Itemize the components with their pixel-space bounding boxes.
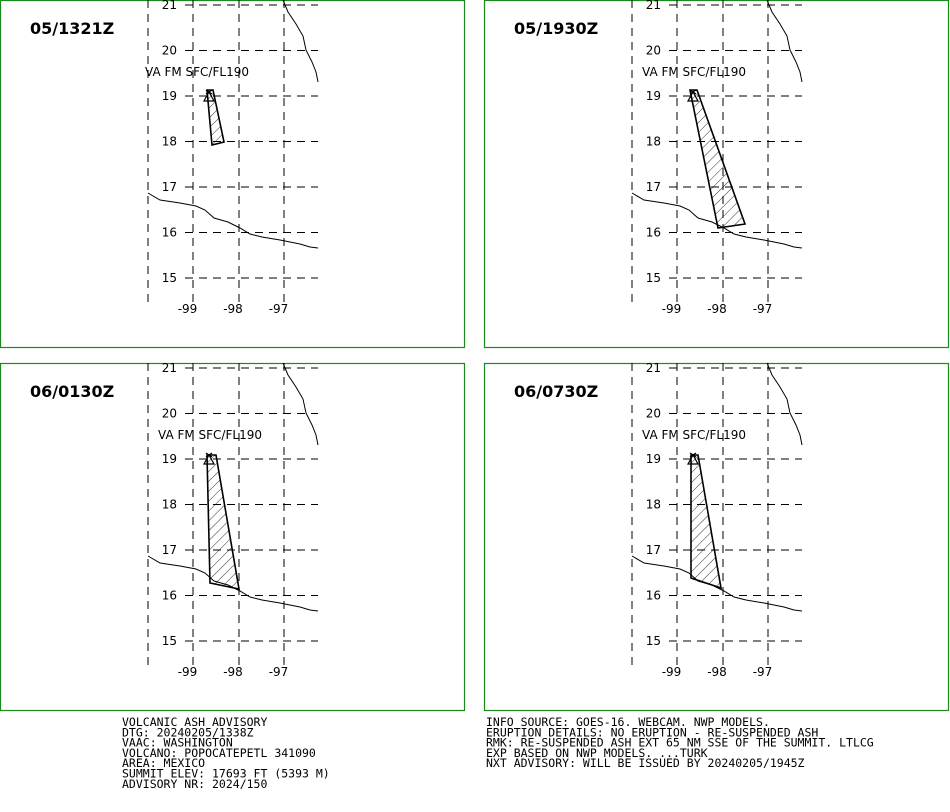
longitude-label: -97 xyxy=(269,665,289,679)
valid-time: 05/1321Z xyxy=(30,19,114,38)
flight-level: VA FM SFC/FL190 xyxy=(642,65,746,79)
volcano-symbol xyxy=(686,89,700,102)
advisory-line: INFO SOURCE: GOES-16. WEBCAM. NWP MODELS… xyxy=(486,715,770,729)
latitude-label: 21 xyxy=(162,0,177,12)
valid-time: 05/1930Z xyxy=(514,19,598,38)
latitude-label: 17 xyxy=(646,180,661,194)
latitude-label: 17 xyxy=(162,543,177,557)
flight-level: VA FM SFC/FL190 xyxy=(158,428,262,442)
longitude-label: -98 xyxy=(223,302,243,316)
latitude-label: 19 xyxy=(646,89,661,103)
longitude-label: -98 xyxy=(707,665,727,679)
latitude-label: 20 xyxy=(646,407,661,421)
latitude-label: 19 xyxy=(162,89,177,103)
panel-frame xyxy=(483,362,950,712)
latitude-label: 19 xyxy=(162,452,177,466)
latitude-label: 16 xyxy=(162,226,177,240)
volcano-symbol xyxy=(686,452,700,465)
latitude-label: 16 xyxy=(646,226,661,240)
longitude-label: -99 xyxy=(178,665,198,679)
longitude-label: -99 xyxy=(178,302,198,316)
latitude-label: 17 xyxy=(162,180,177,194)
advisory-line: ADVISORY NR: 2024/150 xyxy=(122,777,267,791)
advisory-line: AREA: MEXICO xyxy=(122,756,205,770)
longitude-label: -97 xyxy=(269,302,289,316)
ash-cloud xyxy=(206,89,225,147)
latitude-label: 18 xyxy=(646,498,661,512)
latitude-label: 20 xyxy=(646,44,661,58)
latitude-label: 21 xyxy=(646,0,661,12)
advisory-line: NXT ADVISORY: WILL BE ISSUED BY 20240205… xyxy=(486,756,805,770)
flight-level: VA FM SFC/FL190 xyxy=(642,428,746,442)
coastline xyxy=(147,192,319,249)
volcano-symbol xyxy=(202,452,216,465)
ash-cloud xyxy=(206,454,240,591)
latitude-label: 18 xyxy=(646,135,661,149)
latitude-label: 21 xyxy=(646,361,661,375)
advisory-line: ERUPTION DETAILS: NO ERUPTION - RE-SUSPE… xyxy=(486,725,818,739)
advisory-line: VOLCANO: POPOCATEPETL 341090 xyxy=(122,746,316,760)
ash-cloud xyxy=(690,454,723,590)
latitude-label: 18 xyxy=(162,498,177,512)
valid-time: 06/0730Z xyxy=(514,382,598,401)
coastline xyxy=(766,362,803,446)
longitude-label: -99 xyxy=(662,302,682,316)
latitude-label: 16 xyxy=(162,589,177,603)
latitude-label: 17 xyxy=(646,543,661,557)
latitude-label: 20 xyxy=(162,407,177,421)
panel-frame xyxy=(0,0,466,349)
coastline xyxy=(631,555,803,612)
latitude-label: 15 xyxy=(162,634,177,648)
panel-frame xyxy=(0,362,466,712)
longitude-label: -98 xyxy=(223,665,243,679)
latitude-label: 15 xyxy=(162,271,177,285)
latitude-label: 18 xyxy=(162,135,177,149)
latitude-label: 21 xyxy=(162,361,177,375)
longitude-label: -97 xyxy=(753,665,773,679)
latitude-label: 19 xyxy=(646,452,661,466)
longitude-label: -97 xyxy=(753,302,773,316)
map-panel: 21 20 19 18 17 16 15 -99 -98 -97 06/0730Z VA FM SFC… xyxy=(483,361,950,712)
volcano-symbol xyxy=(202,89,216,102)
map-panel: 21 20 19 18 17 16 15 -99 -98 -97 05/1321Z VA FM SFC… xyxy=(0,0,466,349)
advisory-line: SUMMIT ELEV: 17693 FT (5393 M) xyxy=(122,767,330,781)
latitude-label: 15 xyxy=(646,271,661,285)
map-panel: 21 20 19 18 17 16 15 -99 -98 -97 06/0130Z VA FM SFC… xyxy=(0,361,466,712)
latitude-label: 15 xyxy=(646,634,661,648)
advisory-line: VAAC: WASHINGTON xyxy=(122,736,233,750)
advisory-line: EXP BASED ON NWP MODELS. ...TURK xyxy=(486,746,708,760)
flight-level: VA FM SFC/FL190 xyxy=(145,65,249,79)
coastline xyxy=(282,0,319,83)
coastline xyxy=(766,0,803,83)
map-panel: 21 20 19 18 17 16 15 -99 -98 -97 05/1930Z VA FM SFC… xyxy=(483,0,950,349)
latitude-label: 16 xyxy=(646,589,661,603)
valid-time: 06/0130Z xyxy=(30,382,114,401)
advisory-line: RMK: RE-SUSPENDED ASH EXT 65 NM SSE OF T… xyxy=(486,736,874,750)
panel-frame xyxy=(483,0,950,349)
longitude-label: -98 xyxy=(707,302,727,316)
latitude-label: 20 xyxy=(162,44,177,58)
advisory-line: DTG: 20240205/1338Z xyxy=(122,725,254,739)
longitude-label: -99 xyxy=(662,665,682,679)
advisory-line: VOLCANIC ASH ADVISORY xyxy=(122,715,267,729)
coastline xyxy=(282,362,319,446)
ash-cloud xyxy=(689,89,747,229)
